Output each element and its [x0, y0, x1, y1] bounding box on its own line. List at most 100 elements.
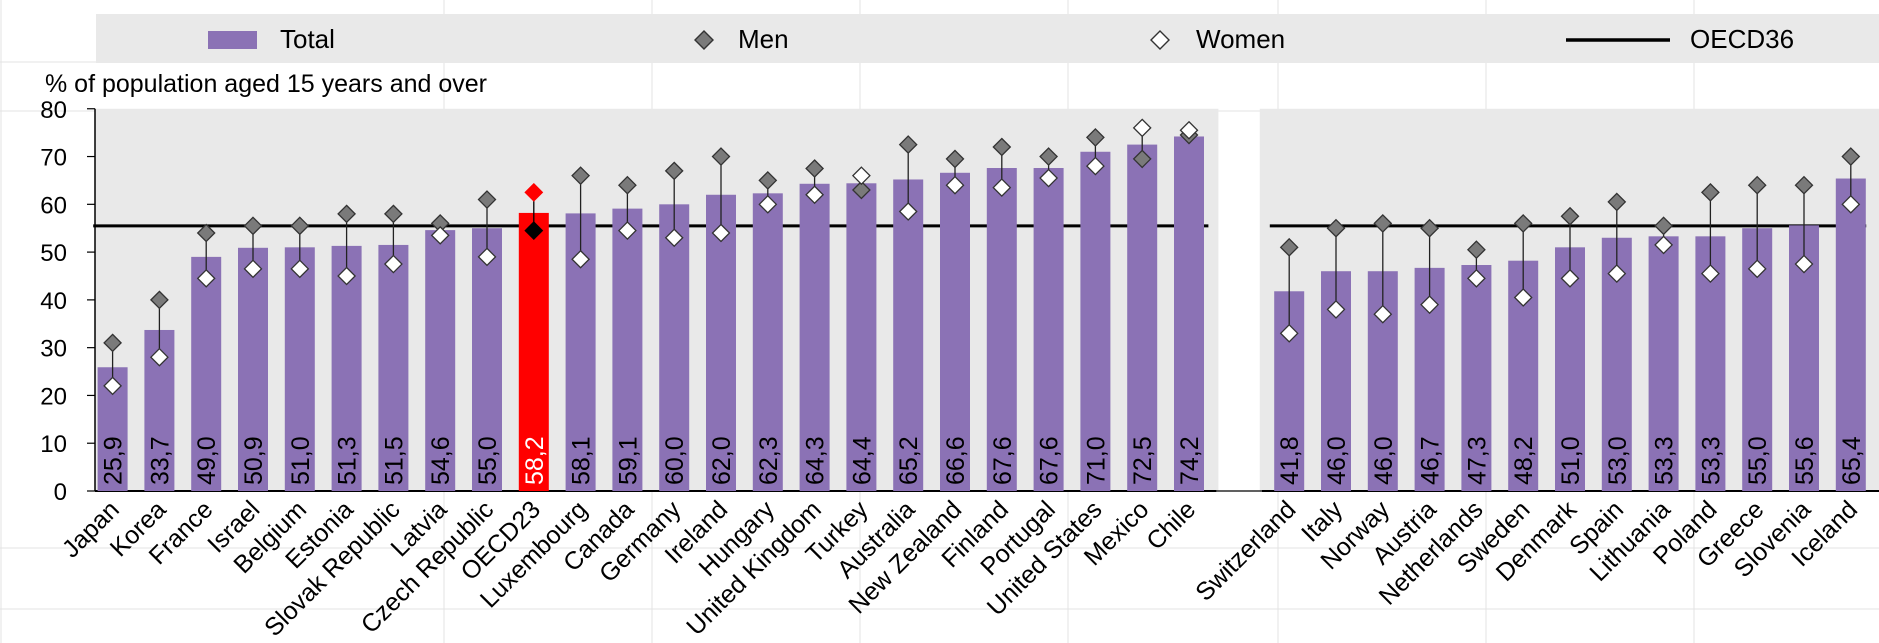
bar-united-kingdom	[799, 183, 830, 491]
women-marker-canada	[617, 221, 637, 241]
women-marker-slovak-republic	[383, 254, 403, 274]
plot-background	[95, 108, 1219, 491]
bar-israel	[238, 247, 268, 491]
bar-value-label-iceland: 65,4	[1838, 436, 1866, 485]
women-marker-united-states	[1085, 156, 1105, 176]
women-marker-netherlands	[1466, 268, 1486, 288]
men-marker-portugal	[1039, 147, 1059, 166]
bar-netherlands	[1461, 265, 1492, 491]
men-marker-denmark	[1560, 206, 1580, 226]
women-marker-oecd23	[524, 182, 544, 202]
bar-value-label-france: 49,0	[193, 436, 221, 485]
bar-value-label-new-zealand: 66,6	[942, 436, 970, 485]
bar-value-label-hungary: 62,3	[755, 436, 783, 485]
bar-germany	[659, 204, 690, 491]
men-marker-oecd23	[524, 221, 544, 241]
legend-total-swatch	[208, 31, 257, 49]
men-marker-new-zealand	[945, 149, 965, 169]
y-axis-title: % of population aged 15 years and over	[45, 70, 487, 98]
women-marker-italy	[1326, 300, 1346, 319]
bar-lithuania	[1648, 236, 1679, 491]
women-marker-japan	[103, 376, 123, 396]
women-marker-united-kingdom	[805, 185, 825, 205]
bar-belgium	[284, 247, 315, 491]
bar-value-label-oecd23: 58,2	[521, 436, 549, 485]
bar-value-label-italy: 46,0	[1323, 436, 1351, 485]
men-marker-estonia	[337, 204, 357, 224]
men-marker-korea	[149, 290, 169, 310]
women-marker-spain	[1607, 264, 1627, 284]
men-marker-poland	[1700, 182, 1720, 202]
y-tick-label: 70	[40, 145, 67, 172]
women-marker-czech-republic	[477, 247, 497, 267]
y-tick-label: 40	[40, 288, 67, 315]
men-marker-canada	[617, 175, 637, 195]
men-marker-japan	[103, 333, 123, 353]
women-marker-austria	[1420, 295, 1440, 315]
women-marker-israel	[243, 259, 263, 279]
women-marker-france	[196, 268, 216, 288]
men-marker-hungary	[758, 171, 778, 190]
bar-value-label-united-states: 71,0	[1082, 436, 1110, 485]
men-marker-slovak-republic	[383, 204, 403, 224]
bar-value-label-latvia: 54,6	[427, 436, 455, 485]
bar-ireland	[706, 194, 736, 491]
bar-chile	[1174, 136, 1204, 491]
men-marker-italy	[1326, 218, 1346, 238]
men-marker-czech-republic	[477, 190, 497, 209]
legend-men-marker	[694, 30, 714, 50]
men-marker-switzerland	[1279, 237, 1299, 257]
men-marker-finland	[992, 137, 1012, 157]
men-marker-netherlands	[1466, 240, 1486, 260]
men-marker-iceland	[1841, 147, 1861, 166]
women-marker-iceland	[1841, 194, 1861, 214]
men-marker-lithuania	[1654, 216, 1674, 236]
women-marker-turkey	[851, 166, 871, 186]
y-tick-label: 50	[40, 240, 67, 267]
women-marker-luxembourg	[571, 249, 591, 269]
women-marker-chile	[1179, 120, 1199, 140]
men-marker-mexico	[1132, 149, 1152, 169]
bar-value-label-spain: 53,0	[1604, 436, 1632, 485]
legend-items: Total Men Women OECD36	[208, 24, 1794, 54]
bar-value-label-germany: 60,0	[661, 436, 689, 485]
bar-finland	[986, 168, 1017, 491]
men-marker-turkey	[851, 180, 871, 200]
women-marker-norway	[1373, 304, 1393, 324]
women-marker-ireland	[711, 223, 731, 243]
bar-denmark	[1555, 247, 1585, 491]
women-marker-hungary	[758, 194, 778, 214]
bar-value-label-luxembourg: 58,1	[568, 436, 596, 485]
bar-turkey	[846, 183, 877, 491]
men-marker-sweden	[1513, 214, 1533, 233]
women-marker-sweden	[1513, 288, 1533, 307]
bar-mexico	[1127, 144, 1158, 491]
men-marker-greece	[1747, 175, 1767, 195]
bar-value-label-chile: 74,2	[1176, 436, 1204, 485]
bar-value-label-lithuania: 53,3	[1651, 436, 1679, 485]
women-marker-greece	[1747, 259, 1767, 279]
bar-value-label-portugal: 67,6	[1036, 436, 1064, 485]
y-tick-label: 30	[40, 336, 67, 363]
women-marker-germany	[664, 228, 684, 248]
bar-united-states	[1080, 151, 1111, 491]
bar-value-label-sweden: 48,2	[1510, 436, 1538, 485]
women-marker-poland	[1700, 264, 1720, 284]
bar-slovak-republic	[378, 244, 409, 491]
men-marker-germany	[664, 161, 684, 181]
bar-france	[191, 256, 222, 491]
y-tick-label: 80	[40, 97, 67, 124]
women-marker-mexico	[1132, 118, 1152, 138]
bar-czech-republic	[472, 228, 502, 491]
men-marker-norway	[1373, 214, 1393, 233]
bar-portugal	[1033, 168, 1064, 491]
y-tick-label: 20	[40, 383, 67, 410]
category-label-chile: Chile	[1141, 495, 1201, 555]
bar-value-label-norway: 46,0	[1370, 436, 1398, 485]
bar-hungary	[752, 193, 783, 491]
men-marker-france	[196, 223, 216, 243]
women-marker-slovenia	[1794, 254, 1814, 274]
legend-label-oecd36: OECD36	[1690, 24, 1794, 54]
bar-value-label-switzerland: 41,8	[1276, 436, 1304, 485]
